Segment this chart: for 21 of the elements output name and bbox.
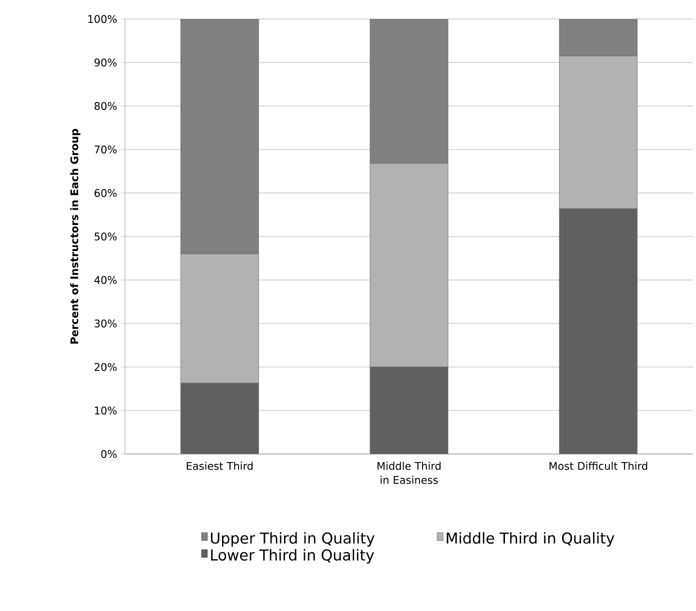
legend-label: Middle Third in Quality [446,532,614,547]
bar [180,18,259,254]
y-tick-label: 90% [94,58,117,66]
y-tick-label: 70% [94,146,117,154]
y-tick-label: 20% [94,363,117,371]
x-tick-label: Middle Third in Easiness [378,462,441,484]
bar [370,18,448,164]
y-tick-label: 40% [94,276,117,284]
y-tick-label: 50% [94,232,117,240]
x-tick-label: Most Difficult Third [550,462,648,470]
y-axis-title: Percent of Instructors in Each Group [70,128,80,344]
y-tick-label: 30% [94,320,117,328]
legend-label: Upper Third in Quality [210,532,375,547]
x-tick-label: Easiest Third [186,462,253,470]
legend-label: Lower Third in Quality [211,549,374,564]
y-tick-label: 80% [94,102,117,110]
y-tick-label: 0% [101,450,117,458]
bar [559,18,638,56]
y-tick-label: 100% [88,15,117,23]
y-tick-label: 60% [94,189,117,197]
y-tick-label: 10% [95,406,117,414]
